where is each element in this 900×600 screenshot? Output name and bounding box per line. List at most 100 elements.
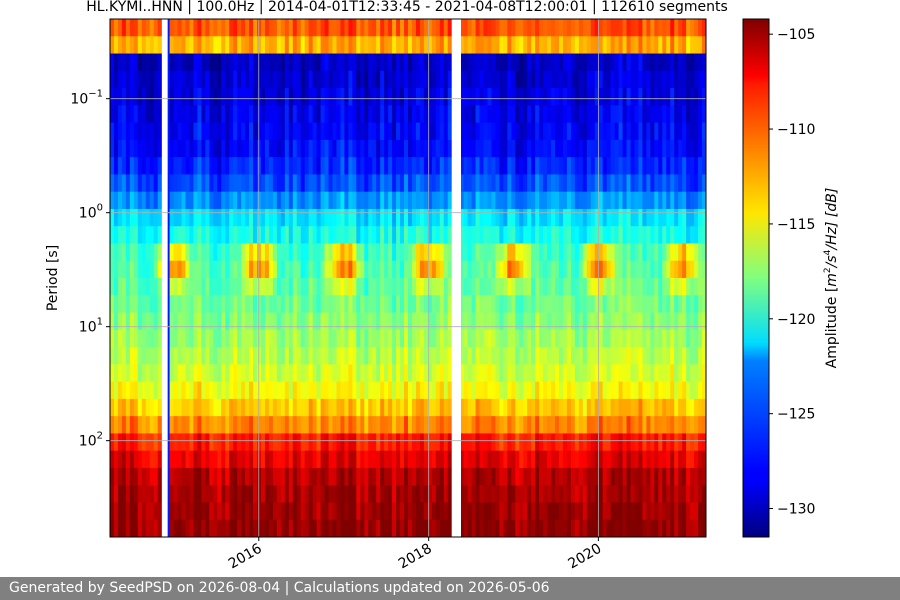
heatmap-cell xyxy=(543,139,548,158)
heatmap-cell xyxy=(682,398,687,417)
heatmap-cell xyxy=(562,519,568,537)
heatmap-cell xyxy=(427,329,433,348)
heatmap-cell xyxy=(185,485,191,504)
heatmap-cell xyxy=(312,347,318,365)
heatmap-cell xyxy=(173,519,179,537)
heatmap-cell xyxy=(368,519,373,537)
heatmap-cell xyxy=(193,416,199,434)
heatmap-cell xyxy=(435,433,441,452)
heatmap-cell xyxy=(594,174,600,193)
heatmap-cell xyxy=(157,329,163,348)
heatmap-cell xyxy=(463,260,469,279)
heatmap-cell xyxy=(201,312,206,331)
heatmap-cell xyxy=(547,347,552,365)
heatmap-cell xyxy=(690,36,695,55)
heatmap-cell xyxy=(316,450,322,469)
heatmap-cell xyxy=(113,467,119,486)
heatmap-cell xyxy=(221,105,226,124)
heatmap-cell xyxy=(503,519,508,537)
heatmap-cell xyxy=(197,398,202,417)
heatmap-cell xyxy=(582,122,588,141)
heatmap-cell xyxy=(276,139,282,158)
y-tick-label: 101 xyxy=(79,317,103,336)
heatmap-cell xyxy=(213,416,218,434)
heatmap-cell xyxy=(463,53,469,72)
heatmap-cell xyxy=(304,122,310,141)
heatmap-cell xyxy=(121,381,127,400)
heatmap-cell xyxy=(400,191,405,210)
heatmap-cell xyxy=(411,70,417,89)
heatmap-cell xyxy=(328,243,334,262)
heatmap-cell xyxy=(288,105,294,124)
heatmap-cell xyxy=(439,364,445,383)
heatmap-cell xyxy=(320,519,326,537)
heatmap-cell xyxy=(566,278,572,296)
heatmap-cell xyxy=(582,329,588,348)
heatmap-cell xyxy=(173,174,179,193)
heatmap-cell xyxy=(411,347,417,365)
heatmap-cell xyxy=(340,433,346,452)
heatmap-cell xyxy=(288,36,294,55)
heatmap-cell xyxy=(173,381,179,400)
heatmap-cell xyxy=(237,278,242,296)
heatmap-cell xyxy=(678,260,683,279)
heatmap-cell xyxy=(268,53,274,72)
heatmap-cell xyxy=(590,70,596,89)
heatmap-cell xyxy=(582,174,588,193)
heatmap-cell xyxy=(463,208,469,227)
data-gap xyxy=(451,19,461,537)
heatmap-cell xyxy=(686,191,691,210)
heatmap-cell xyxy=(209,191,214,210)
heatmap-cell xyxy=(507,122,512,141)
heatmap-cell xyxy=(630,433,636,452)
heatmap-cell xyxy=(360,139,365,158)
heatmap-cell xyxy=(284,502,290,521)
heatmap-cell xyxy=(344,243,349,262)
heatmap-cell xyxy=(650,105,655,124)
heatmap-cell xyxy=(531,364,536,383)
heatmap-cell xyxy=(618,278,624,296)
heatmap-cell xyxy=(320,295,326,314)
heatmap-cell xyxy=(622,450,628,469)
heatmap-cell xyxy=(117,36,123,55)
heatmap-cell xyxy=(300,278,306,296)
heatmap-cell xyxy=(499,226,504,245)
heatmap-cell xyxy=(547,88,552,106)
heatmap-cell xyxy=(586,208,592,227)
heatmap-cell xyxy=(205,243,210,262)
heatmap-cell xyxy=(654,88,659,106)
heatmap-cell xyxy=(253,467,258,486)
heatmap-cell xyxy=(110,312,115,331)
heatmap-cell xyxy=(408,416,413,434)
heatmap-cell xyxy=(674,157,679,175)
heatmap-cell xyxy=(205,485,210,504)
heatmap-cell xyxy=(642,278,647,296)
heatmap-cell xyxy=(535,122,540,141)
heatmap-cell xyxy=(634,208,640,227)
heatmap-cell xyxy=(634,312,640,331)
data-gap xyxy=(161,19,168,537)
heatmap-cell xyxy=(141,381,147,400)
heatmap-cell xyxy=(284,36,290,55)
heatmap-cell xyxy=(125,157,131,175)
heatmap-cell xyxy=(225,157,230,175)
heatmap-cell xyxy=(125,36,131,55)
heatmap-cell xyxy=(340,191,346,210)
heatmap-cell xyxy=(654,226,659,245)
heatmap-cell xyxy=(523,122,528,141)
heatmap-cell xyxy=(328,53,334,72)
heatmap-cell xyxy=(189,88,195,106)
heatmap-cell xyxy=(475,19,481,37)
heatmap-cell xyxy=(626,191,632,210)
heatmap-cell xyxy=(117,347,123,365)
heatmap-cell xyxy=(558,208,564,227)
heatmap-cell xyxy=(237,208,242,227)
heatmap-cell xyxy=(173,467,179,486)
heatmap-cell xyxy=(487,278,493,296)
heatmap-cell xyxy=(173,416,179,434)
heatmap-cell xyxy=(610,157,616,175)
heatmap-cell xyxy=(614,398,620,417)
heatmap-cell xyxy=(348,36,353,55)
heatmap-cell xyxy=(562,467,568,486)
heatmap-cell xyxy=(702,260,706,279)
